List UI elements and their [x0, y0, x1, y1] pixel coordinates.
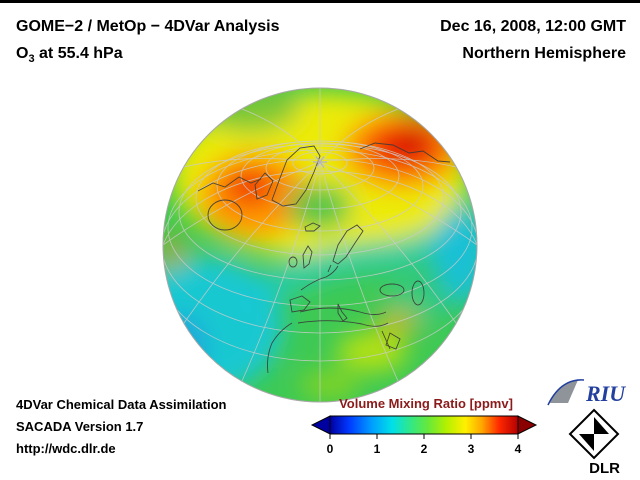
- colorbar-gradient: [329, 415, 519, 435]
- globe-svg: [162, 87, 478, 403]
- colorbar-right-arrow: [517, 415, 538, 435]
- dlr-logo: DLR: [564, 408, 624, 480]
- datetime-label: Dec 16, 2008, 12:00 GMT: [440, 18, 626, 35]
- riu-wordmark: RIU: [585, 381, 626, 406]
- riu-swoosh-line-icon: [547, 379, 585, 406]
- page-title: GOME−2 / MetOp − 4DVar Analysis: [16, 18, 280, 35]
- colorbar-tickmarks: [329, 434, 519, 439]
- graticule: [163, 88, 477, 402]
- header-left: GOME−2 / MetOp − 4DVar Analysis O3 at 55…: [16, 13, 280, 73]
- pole-marker-icon: [313, 156, 327, 168]
- footer-credits: 4DVar Chemical Data Assimilation SACADA …: [16, 394, 227, 460]
- hemisphere-label: Northern Hemisphere: [462, 45, 626, 62]
- species-symbol: O: [16, 45, 29, 62]
- pressure-level: at 55.4 hPa: [34, 45, 123, 62]
- globe-map: [150, 75, 490, 415]
- coastlines: [197, 142, 451, 374]
- species-subscript: 3: [28, 53, 35, 66]
- credit-line-1: 4DVar Chemical Data Assimilation: [16, 397, 227, 412]
- dlr-wordmark: DLR: [589, 460, 620, 476]
- dlr-emblem-icon: [568, 408, 620, 460]
- colorbar-tick-4: 4: [515, 442, 522, 456]
- globe-rim: [162, 87, 478, 403]
- colorbar-tick-1: 1: [374, 442, 381, 456]
- credit-line-3: http://wdc.dlr.de: [16, 441, 116, 456]
- colorbar-scale: 0 1 2 3 4: [310, 415, 538, 456]
- colorbar-tick-3: 3: [468, 442, 475, 456]
- riu-swoosh-icon: [550, 380, 578, 403]
- colorbar-left-arrow: [310, 415, 331, 435]
- species-level-label: O3 at 55.4 hPa: [16, 40, 280, 73]
- header-right: Dec 16, 2008, 12:00 GMT Northern Hemisph…: [440, 13, 626, 67]
- riu-logo: RIU: [546, 378, 630, 413]
- colorbar-tick-2: 2: [421, 442, 428, 456]
- colorbar: Volume Mixing Ratio [ppmv] 0 1 2 3 4: [306, 396, 546, 462]
- top-border: [0, 0, 640, 3]
- credit-line-2: SACADA Version 1.7: [16, 419, 144, 434]
- colorbar-tick-0: 0: [327, 442, 334, 456]
- colorbar-title: Volume Mixing Ratio [ppmv]: [339, 396, 513, 411]
